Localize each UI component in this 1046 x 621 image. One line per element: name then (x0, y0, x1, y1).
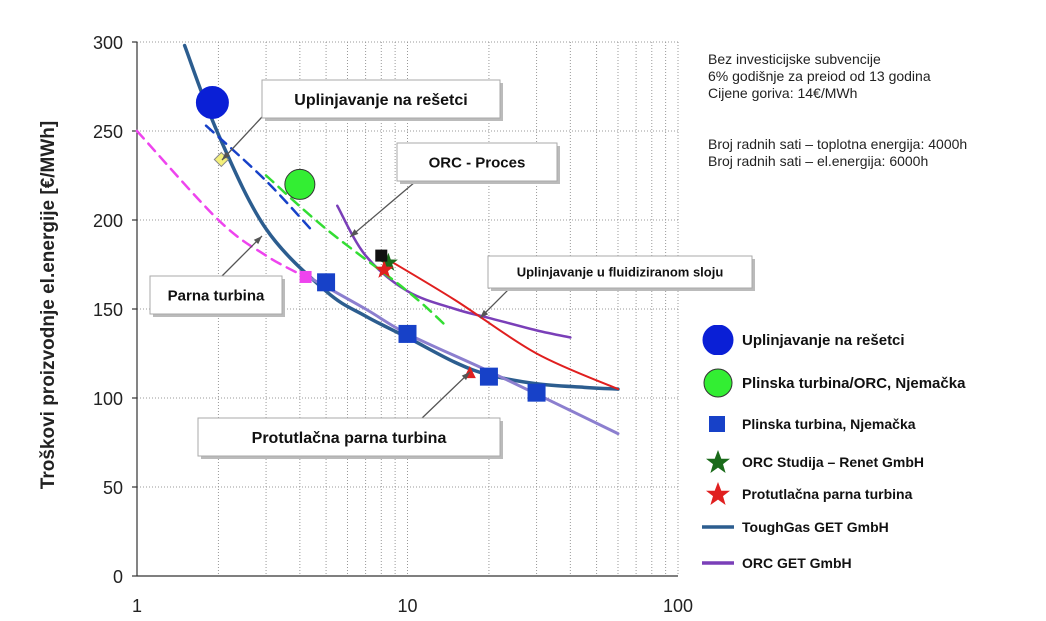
callout-fluid-box (487, 255, 753, 289)
point-star (374, 259, 394, 278)
series-line (306, 275, 620, 436)
x-tick-label: 10 (397, 596, 417, 616)
callout-arrowhead (461, 372, 470, 381)
legend-label: Protutlačna parna turbina (742, 486, 913, 502)
callout-backpressure-label: Protutlačna parna turbina (252, 430, 447, 447)
legend-item-orc-study: ORC Studija – Renet GmbH (696, 447, 924, 477)
red-star-icon (706, 482, 730, 505)
green-circle-icon (703, 368, 733, 398)
callout-steam-box (149, 275, 283, 315)
y-tick-labels: 0 50 100 150 200 250 300 (93, 33, 123, 587)
callout-arrowhead (253, 236, 262, 245)
line-icon (702, 525, 734, 529)
callout-steam-label: Parna turbina (168, 287, 265, 304)
point-square (317, 273, 336, 292)
series-line (336, 204, 572, 339)
series-line (264, 174, 449, 329)
y-tick-label: 0 (113, 567, 123, 587)
note-fuel-price: Cijene goriva: 14€/MWh (708, 85, 858, 101)
point-circle (195, 86, 229, 120)
legend-label: ORC Studija – Renet GmbH (742, 454, 925, 470)
callout-grate-box (261, 79, 501, 119)
callout-arrow (349, 181, 416, 238)
legend-item-gas-turbine: Plinska turbina, Njemačka (696, 409, 916, 439)
callout-grate-label: Uplinjavanje na rešetci (294, 92, 467, 109)
legend-item-gas-turbine-orc: Plinska turbina/ORC, Njemačka (696, 368, 965, 398)
point-star (378, 252, 398, 271)
grid-lines (136, 41, 679, 576)
note-subsidy: Bez investicijske subvencije (708, 51, 881, 67)
legend-label: Plinska turbina/ORC, Njemačka (742, 374, 966, 392)
legend-item-backpressure: Protutlačna parna turbina (696, 479, 912, 509)
series-line (135, 129, 307, 279)
series-markers (195, 86, 546, 402)
y-tick-label: 50 (103, 478, 123, 498)
callout-arrowhead (480, 309, 489, 318)
callout-orc-label: ORC - Proces (429, 154, 526, 171)
series-line (380, 254, 619, 391)
y-tick-label: 250 (93, 122, 123, 142)
callout-arrowhead (350, 229, 359, 237)
note-power-hours: Broj radnih sati – el.energija: 6000h (708, 153, 929, 169)
y-axis-label: Troškovi proizvodnje el.energije [€/MWh] (38, 121, 59, 489)
legend-item-toughgas: ToughGas GET GmbH (696, 512, 889, 542)
point-small-square (299, 270, 312, 283)
note-heat-hours: Broj radnih sati – toplotna energija: 40… (708, 136, 968, 152)
y-tick-label: 150 (93, 300, 123, 320)
point-square (398, 324, 417, 343)
note-interest: 6% godišnje za preiod od 13 godina (708, 68, 931, 84)
legend-item-orc-get: ORC GET GmbH (696, 548, 852, 578)
point-small-square (375, 249, 388, 262)
callout-arrowhead (222, 151, 231, 160)
blue-square-icon (709, 416, 725, 432)
legend-item-grate: Uplinjavanje na rešetci (696, 324, 905, 356)
y-tick-label: 300 (93, 33, 123, 53)
blue-circle-icon (702, 324, 734, 356)
x-tick-labels: 1 10 100 (132, 596, 693, 616)
callout-orc-box (396, 142, 558, 182)
callout-fluid-label: Uplinjavanje u fluidiziranom sloju (517, 265, 724, 280)
green-star-icon (706, 450, 730, 473)
legend-label: ToughGas GET GmbH (742, 519, 889, 535)
legend-label: Plinska turbina, Njemačka (742, 416, 916, 432)
callout-arrow (419, 371, 471, 421)
x-tick-label: 1 (132, 596, 142, 616)
callout-backpressure-box (197, 417, 501, 457)
callout-arrow (221, 116, 263, 161)
series-line (204, 124, 315, 234)
point-square (527, 383, 546, 402)
legend-label: Uplinjavanje na rešetci (742, 331, 905, 349)
line-icon (702, 561, 734, 565)
y-tick-label: 200 (93, 211, 123, 231)
x-tick-label: 100 (663, 596, 693, 616)
point-circle (284, 168, 316, 200)
callouts: Uplinjavanje na rešetci ORC - Proces Parna… (149, 79, 755, 459)
point-square (479, 367, 498, 386)
legend-label: ORC GET GmbH (742, 555, 852, 571)
y-tick-label: 100 (93, 389, 123, 409)
